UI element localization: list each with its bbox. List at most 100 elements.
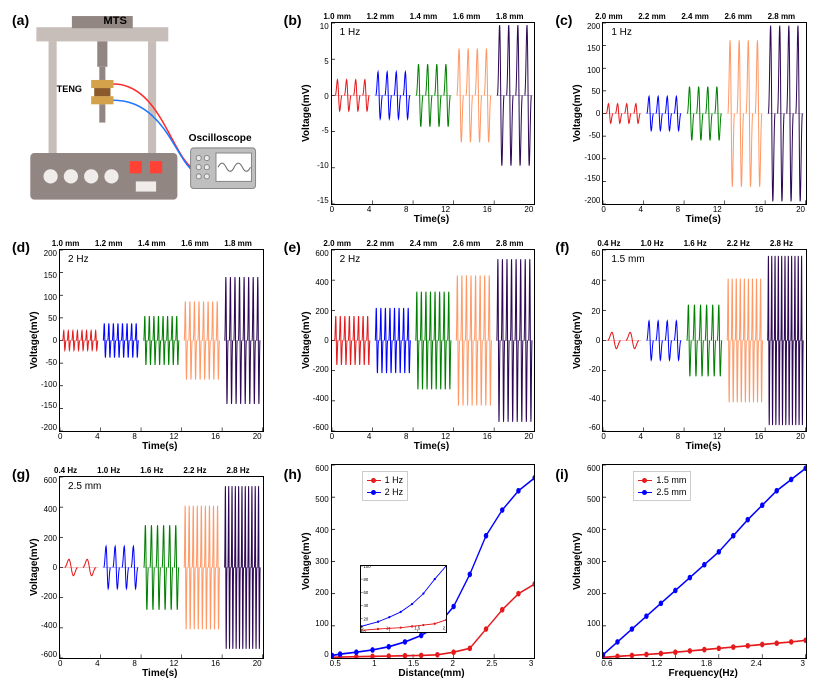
- y-axis-label: Voltage(mV): [300, 22, 313, 205]
- condition-label: 1.5 mm: [611, 254, 644, 265]
- condition-label: 1 Hz: [340, 27, 361, 38]
- x-axis-label: Time(s): [571, 214, 807, 225]
- teng-label: TENG: [57, 84, 82, 94]
- legend-item: 1 Hz: [367, 474, 404, 486]
- y-ticks: 6005004003002001000: [584, 464, 602, 659]
- y-axis-label: Voltage(mV): [571, 22, 584, 205]
- panel-a: (a): [10, 10, 264, 225]
- condition-label: 2 Hz: [340, 254, 361, 265]
- x-ticks: 048121620: [28, 432, 264, 441]
- panel-e: (e) 2.0 mm2.2 mm2.4 mm2.6 mm2.8 mm Volta…: [282, 237, 536, 452]
- y-ticks: 6005004003002001000: [313, 464, 331, 659]
- series-labels: 1.0 mm1.2 mm1.4 mm1.6 mm1.8 mm: [282, 10, 536, 22]
- y-axis-label: Voltage(mV): [28, 249, 41, 432]
- y-ticks: 6040200-20-40-60: [584, 249, 602, 432]
- panel-f-label: (f): [555, 239, 569, 255]
- panel-d: (d) 1.0 mm1.2 mm1.4 mm1.6 mm1.8 mm Volta…: [10, 237, 264, 452]
- plot-area: 2 Hz: [59, 249, 264, 432]
- panel-b-label: (b): [284, 12, 302, 28]
- x-ticks: 048121620: [571, 205, 807, 214]
- y-axis-label: Voltage(mV): [28, 476, 41, 659]
- y-ticks: 1050-5-10-15: [313, 22, 331, 205]
- x-axis-label: Time(s): [28, 441, 264, 452]
- mts-label: MTS: [103, 15, 127, 27]
- condition-label: 1 Hz: [611, 27, 632, 38]
- plot-area: 1.5 mm 2.5 mm: [602, 464, 807, 659]
- legend-label: 2 Hz: [385, 486, 404, 498]
- x-ticks: 048121620: [28, 659, 264, 668]
- series-labels: 1.0 mm1.2 mm1.4 mm1.6 mm1.8 mm: [10, 237, 264, 249]
- series-labels: 2.0 mm2.2 mm2.4 mm2.6 mm2.8 mm: [553, 10, 807, 22]
- panel-g: (g) 0.4 Hz1.0 Hz1.6 Hz2.2 Hz2.8 Hz Volta…: [10, 464, 264, 679]
- legend-item: 1.5 mm: [638, 474, 686, 486]
- y-ticks: 200150100500-50-100-150-200: [41, 249, 59, 432]
- series-labels: 0.4 Hz1.0 Hz1.6 Hz2.2 Hz2.8 Hz: [553, 237, 807, 249]
- x-ticks: 048121620: [571, 432, 807, 441]
- panel-f: (f) 0.4 Hz1.0 Hz1.6 Hz2.2 Hz2.8 Hz Volta…: [553, 237, 807, 452]
- panel-a-label: (a): [12, 12, 29, 28]
- legend-label: 1 Hz: [385, 474, 404, 486]
- y-axis-label: Voltage(mV): [571, 464, 584, 659]
- chart: Voltage(mV) 6005004003002001000 1.5 mm 2…: [553, 464, 807, 679]
- chart: Voltage(mV) 6040200-20-40-60 1.5 mm 0481…: [553, 249, 807, 452]
- y-ticks: 200150100500-50-100-150-200: [584, 22, 602, 205]
- panel-b: (b) 1.0 mm1.2 mm1.4 mm1.6 mm1.8 mm Volta…: [282, 10, 536, 225]
- x-axis-label: Time(s): [28, 668, 264, 679]
- svg-text:20: 20: [363, 617, 368, 622]
- y-ticks: 6004002000-200-400-600: [41, 476, 59, 659]
- legend: 1 Hz 2 Hz: [362, 471, 409, 501]
- series-labels: 2.0 mm2.2 mm2.4 mm2.6 mm2.8 mm: [282, 237, 536, 249]
- panel-d-label: (d): [12, 239, 30, 255]
- plot-area: 1 Hz: [331, 22, 536, 205]
- svg-text:80: 80: [363, 577, 368, 582]
- series-labels: 0.4 Hz1.0 Hz1.6 Hz2.2 Hz2.8 Hz: [10, 464, 264, 476]
- y-ticks: 6004002000-200-400-600: [313, 249, 331, 432]
- chart: Voltage(mV) 6004002000-200-400-600 2.5 m…: [10, 476, 264, 679]
- plot-area: 1 Hz: [602, 22, 807, 205]
- panel-c: (c) 2.0 mm2.2 mm2.4 mm2.6 mm2.8 mm Volta…: [553, 10, 807, 225]
- chart: Voltage(mV) 200150100500-50-100-150-200 …: [10, 249, 264, 452]
- legend-label: 1.5 mm: [656, 474, 686, 486]
- legend: 1.5 mm 2.5 mm: [633, 471, 691, 501]
- svg-text:40: 40: [363, 603, 368, 608]
- x-axis-label: Time(s): [300, 441, 536, 452]
- chart: Voltage(mV) 200150100500-50-100-150-200 …: [553, 22, 807, 225]
- y-axis-label: Voltage(mV): [571, 249, 584, 432]
- svg-text:100: 100: [363, 566, 371, 569]
- x-axis-label: Distance(mm): [300, 668, 536, 679]
- panel-g-label: (g): [12, 466, 30, 482]
- plot-area: 1.5 mm: [602, 249, 807, 432]
- panel-e-label: (e): [284, 239, 301, 255]
- figure-grid: (a): [10, 10, 807, 679]
- y-axis-label: Voltage(mV): [300, 464, 313, 659]
- svg-text:60: 60: [363, 590, 368, 595]
- panel-h-label: (h): [284, 466, 302, 482]
- panel-i-label: (i): [555, 466, 568, 482]
- x-ticks: 0.61.21.82.43: [571, 659, 807, 668]
- experimental-setup-schematic: MTS TENG Oscilloscope: [10, 10, 264, 225]
- plot-area: 2 Hz: [331, 249, 536, 432]
- legend-item: 2.5 mm: [638, 486, 686, 498]
- chart: Voltage(mV) 6005004003002001000 1 Hz 2 H…: [282, 464, 536, 679]
- svg-text:2: 2: [442, 626, 445, 631]
- panel-i: (i) Voltage(mV) 6005004003002001000 1.5 …: [553, 464, 807, 679]
- y-axis-label: Voltage(mV): [300, 249, 313, 432]
- panel-h: (h) Voltage(mV) 6005004003002001000 1 Hz: [282, 464, 536, 679]
- x-ticks: 0.511.522.53: [300, 659, 536, 668]
- x-ticks: 048121620: [300, 432, 536, 441]
- condition-label: 2 Hz: [68, 254, 89, 265]
- condition-label: 2.5 mm: [68, 481, 101, 492]
- x-axis-label: Time(s): [571, 441, 807, 452]
- inset-plot: 1008060402000.511.52: [360, 565, 447, 633]
- oscilloscope-label: Oscilloscope: [189, 133, 252, 144]
- legend-label: 2.5 mm: [656, 486, 686, 498]
- x-axis-label: Frequency(Hz): [571, 668, 807, 679]
- legend-item: 2 Hz: [367, 486, 404, 498]
- x-axis-label: Time(s): [300, 214, 536, 225]
- plot-area: 1 Hz 2 Hz 1008060402000.511.52: [331, 464, 536, 659]
- panel-c-label: (c): [555, 12, 572, 28]
- x-ticks: 048121620: [300, 205, 536, 214]
- plot-area: 2.5 mm: [59, 476, 264, 659]
- chart: Voltage(mV) 6004002000-200-400-600 2 Hz …: [282, 249, 536, 452]
- chart: Voltage(mV) 1050-5-10-15 1 Hz 048121620 …: [282, 22, 536, 225]
